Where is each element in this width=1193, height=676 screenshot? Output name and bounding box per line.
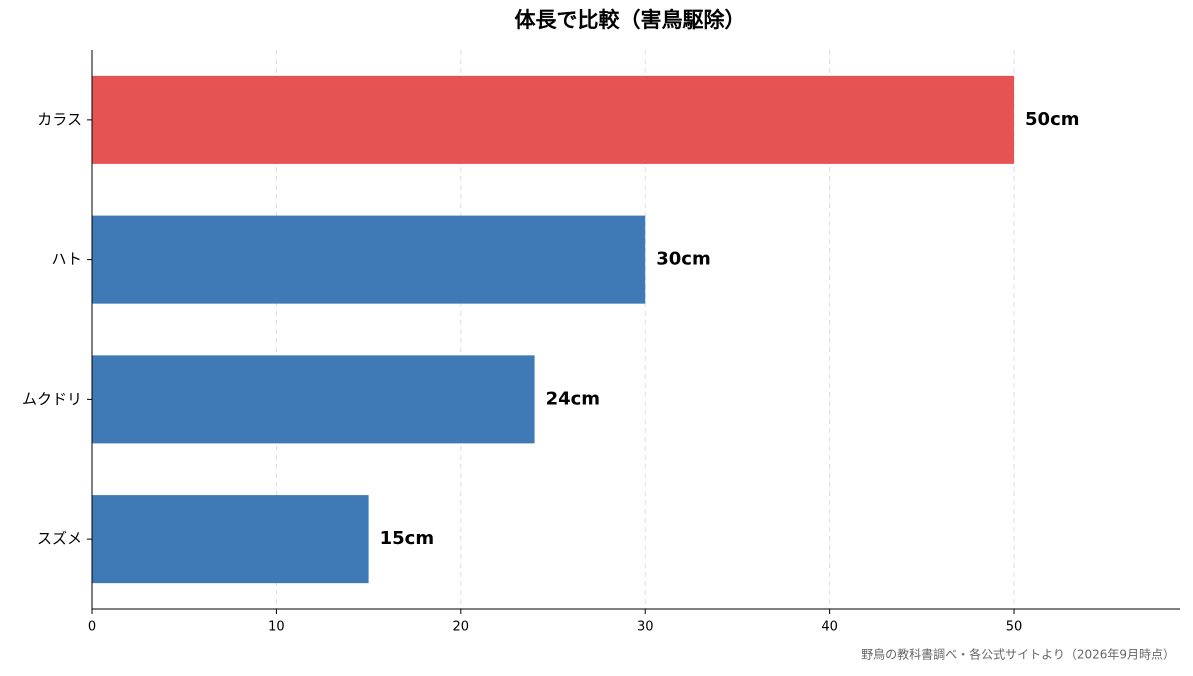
x-tick-label: 10 [268, 620, 285, 635]
chart-title: 体長で比較（害鳥駆除） [515, 8, 746, 32]
x-tick-label: 50 [1006, 620, 1023, 635]
y-tick-label: ハト [52, 250, 82, 268]
y-tick-label: ムクドリ [22, 390, 82, 408]
value-label: 30cm [656, 249, 710, 270]
x-tick-label: 0 [88, 620, 96, 635]
bar [92, 75, 1015, 164]
y-tick-label: カラス [37, 110, 82, 128]
source-note: 野鳥の教科書調べ・各公式サイトより（2026年9月時点） [861, 647, 1175, 662]
value-label: 24cm [546, 388, 600, 409]
bar [92, 495, 369, 584]
bar [92, 355, 535, 444]
y-tick-label: スズメ [37, 530, 82, 548]
value-label: 15cm [380, 528, 434, 549]
value-label: 50cm [1025, 109, 1079, 130]
x-tick-label: 40 [821, 620, 838, 635]
bar [92, 215, 646, 304]
x-tick-label: 20 [453, 620, 470, 635]
x-tick-label: 30 [637, 620, 654, 635]
